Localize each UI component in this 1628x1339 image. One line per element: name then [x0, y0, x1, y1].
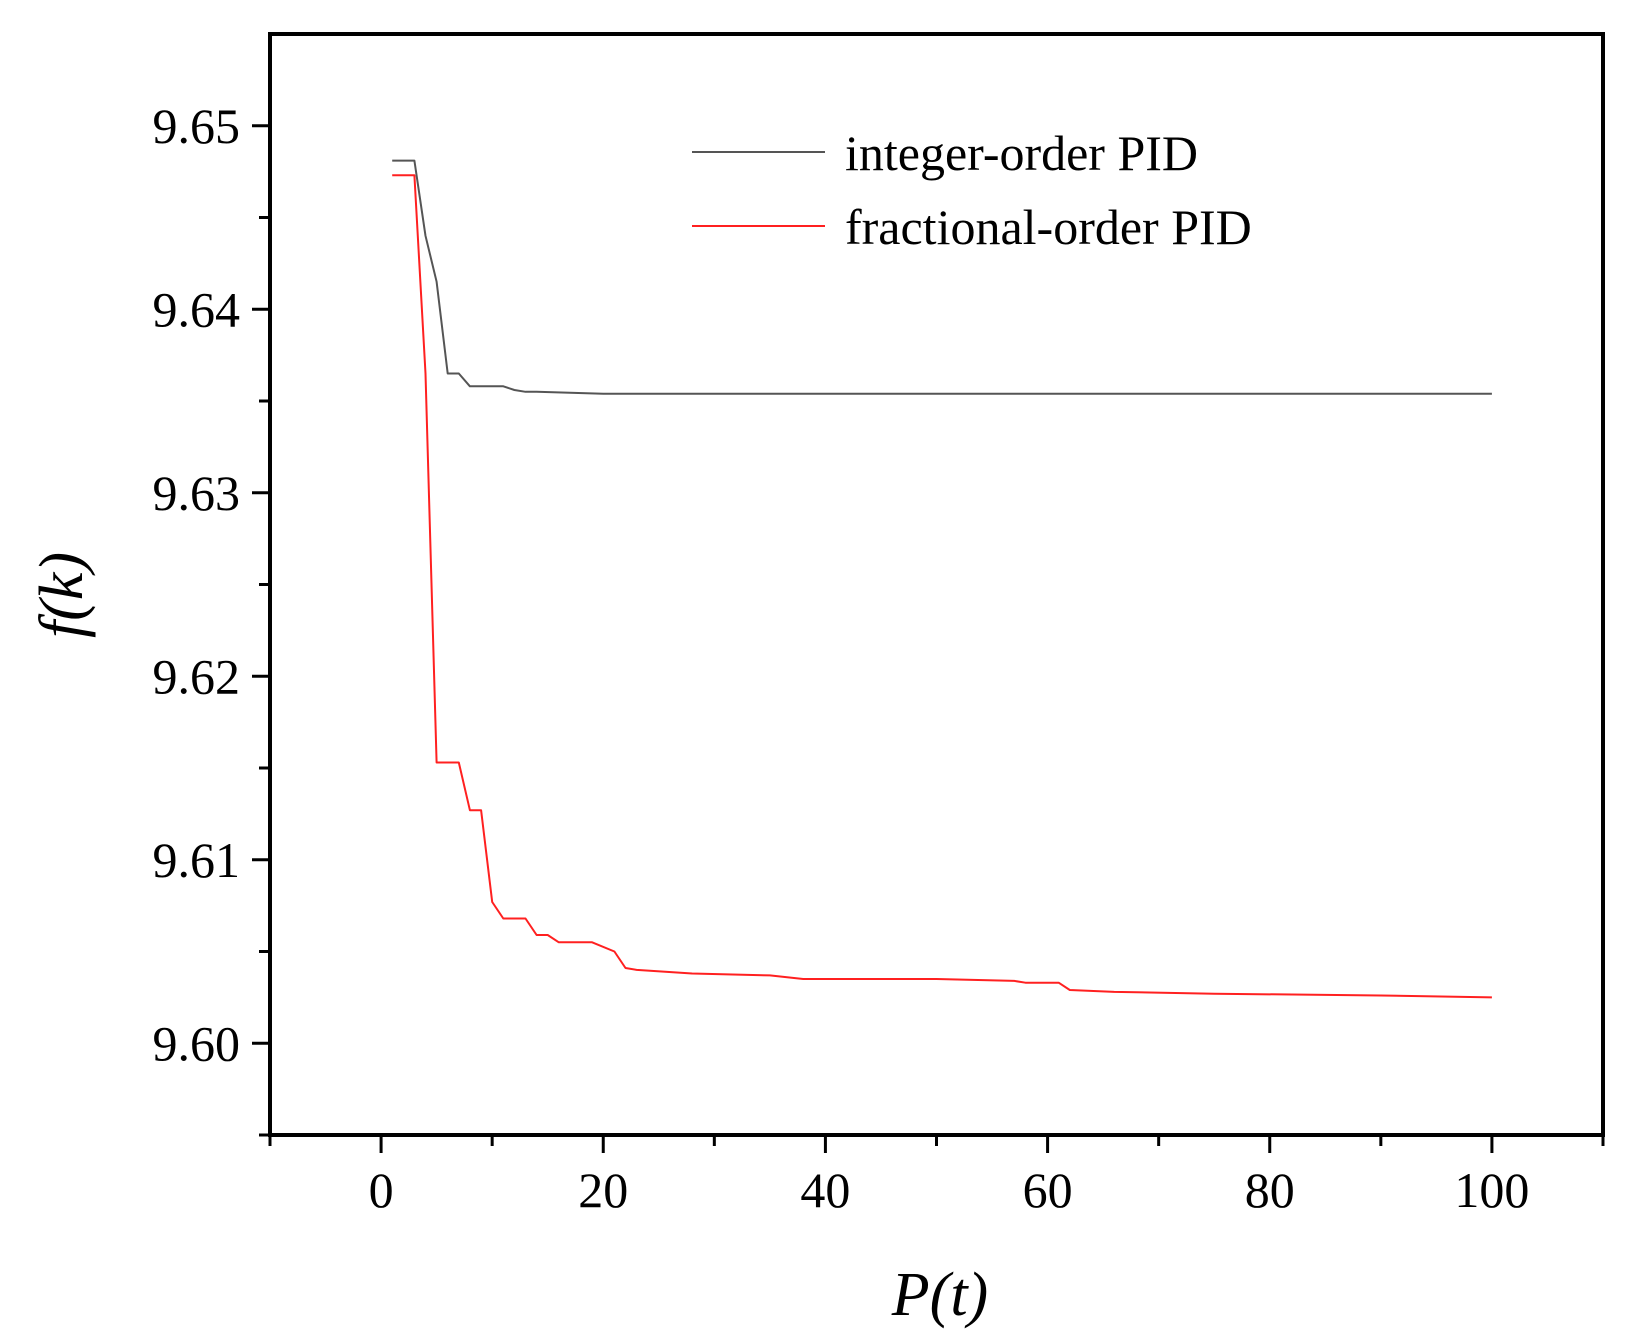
y-tick-label: 9.60	[153, 1015, 241, 1071]
x-tick-label: 80	[1245, 1162, 1295, 1218]
x-tick-label: 60	[1023, 1162, 1073, 1218]
y-axis-title: f(k)	[28, 552, 96, 638]
series-layer	[392, 159, 1492, 999]
y-axis: 9.60 9.61 9.62 9.63 9.64 9.65	[153, 98, 270, 1137]
x-axis: 0 20 40 60 80 100	[268, 1135, 1605, 1218]
x-axis-title: P(t)	[891, 1261, 988, 1329]
x-tick-label: 40	[800, 1162, 850, 1218]
x-tick-label: 20	[578, 1162, 628, 1218]
x-tick-label: 100	[1454, 1162, 1529, 1218]
y-tick-label: 9.63	[153, 465, 241, 521]
legend-label-fractional-order: fractional-order PID	[845, 199, 1252, 255]
series-line-fractional-order-pid	[392, 174, 1492, 999]
series-line-integer-order-pid	[392, 159, 1492, 395]
legend: integer-order PID fractional-order PID	[692, 125, 1252, 255]
y-tick-label: 9.64	[153, 281, 241, 337]
x-tick-label: 0	[369, 1162, 394, 1218]
y-tick-label: 9.61	[153, 832, 241, 888]
legend-label-integer-order: integer-order PID	[845, 125, 1198, 181]
y-tick-label: 9.65	[153, 98, 241, 154]
y-tick-label: 9.62	[153, 648, 241, 704]
